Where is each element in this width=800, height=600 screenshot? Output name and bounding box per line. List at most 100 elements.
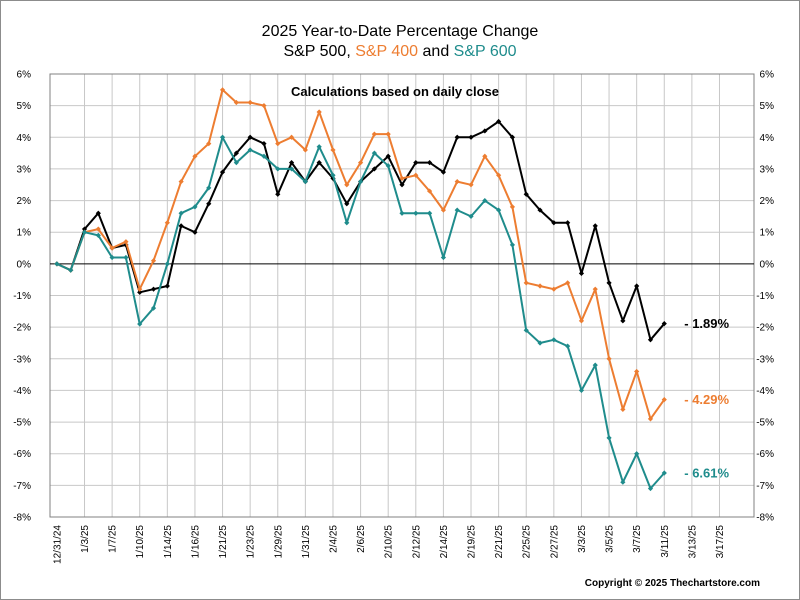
data-point [537,283,543,289]
y-tick-label-right: 4% [760,133,775,144]
chart-title-line-1: 2025 Year-to-Date Percentage Change [262,23,539,40]
y-tick-label-left: -2% [13,323,31,334]
data-point [233,150,239,156]
y-tick-label-right: 1% [760,228,775,239]
data-point [219,87,226,93]
data-point [371,166,377,172]
data-point [413,210,419,216]
data-point [468,213,474,219]
data-point [647,337,654,343]
data-point [68,267,74,273]
x-tick-label: 2/19/25 [467,525,478,559]
data-point [357,160,364,166]
data-point [482,197,488,204]
y-tick-label-left: 2% [17,196,32,207]
data-point [178,210,184,216]
x-tick-label: 3/5/25 [605,525,616,553]
title-sp400: S&P 400 [355,43,418,60]
data-point [164,220,170,226]
data-point [316,109,322,115]
x-tick-label: 1/3/25 [80,525,91,553]
end-label: - 1.89% [684,316,729,331]
data-point [275,191,281,197]
chart-title-line-2: S&P 500, S&P 400 and S&P 600 [283,43,516,60]
y-tick-label-left: -8% [13,513,31,524]
x-tick-label: 1/21/25 [218,525,229,559]
data-point [496,207,502,213]
data-point [620,318,626,324]
data-point [427,210,433,216]
data-point [647,485,654,492]
x-tick-label: 1/31/25 [301,525,312,559]
x-tick-label: 2/25/25 [522,525,533,559]
data-point [233,160,239,166]
data-point [344,182,350,188]
data-point [634,451,640,457]
data-point [219,134,226,140]
x-tick-label: 2/4/25 [328,525,339,553]
data-point [454,134,460,140]
data-point [413,160,419,166]
data-point [54,261,60,267]
end-label: - 4.29% [684,392,729,407]
data-point [565,343,571,349]
data-point [206,201,212,207]
data-point [206,141,212,147]
x-tick-label: 3/13/25 [687,525,698,559]
data-point [330,172,336,178]
data-point [468,182,474,188]
data-point [164,261,170,267]
x-tick-label: 2/10/25 [384,525,395,559]
data-point [523,191,529,197]
y-tick-label-right: 0% [760,259,775,270]
data-point [288,166,295,172]
data-point [565,220,571,226]
data-point [275,141,281,147]
data-point [509,134,516,140]
data-point [496,172,502,178]
data-point [551,337,557,343]
data-point [192,229,198,235]
data-point [357,178,364,185]
plot-area: 6% 6% 5% 5% 4% 4% 3% 3% 2% 2% 1% 1% 0% 0% -1% -1% -2% -2%… [13,70,774,564]
data-point [247,134,253,140]
end-label: - 6.61% [684,466,729,481]
data-point [537,207,543,213]
y-tick-label-left: -7% [13,481,31,492]
data-point [523,280,529,286]
data-point [427,188,433,194]
data-point [371,150,377,156]
y-tick-label-right: -1% [756,291,774,302]
data-point [81,229,88,235]
data-point [606,435,612,441]
data-point [592,286,598,292]
x-tick-label: 3/11/25 [660,525,671,558]
x-tick-label: 2/14/25 [439,525,450,559]
data-point [247,147,253,153]
data-point [661,321,667,327]
data-point [565,280,571,286]
data-point [647,416,654,422]
data-point [620,479,626,485]
x-tick-label: 1/16/25 [190,525,201,559]
data-point [661,470,667,476]
data-point [482,128,488,134]
data-point [440,169,447,175]
data-point [302,147,308,153]
data-point [385,163,391,169]
x-tick-label: 3/17/25 [715,525,726,559]
data-point [261,141,267,147]
data-point [302,178,308,185]
data-point [316,160,322,166]
data-point [399,175,405,182]
y-tick-label-left: -1% [13,291,31,302]
data-point [454,207,460,213]
y-tick-label-left: 3% [17,164,32,175]
data-point [399,210,405,216]
data-point [578,270,585,276]
data-point [95,232,101,238]
x-tick-label: 1/10/25 [135,525,146,559]
data-point [634,283,640,289]
data-point [537,340,543,346]
title-sep-1: , [346,43,355,60]
